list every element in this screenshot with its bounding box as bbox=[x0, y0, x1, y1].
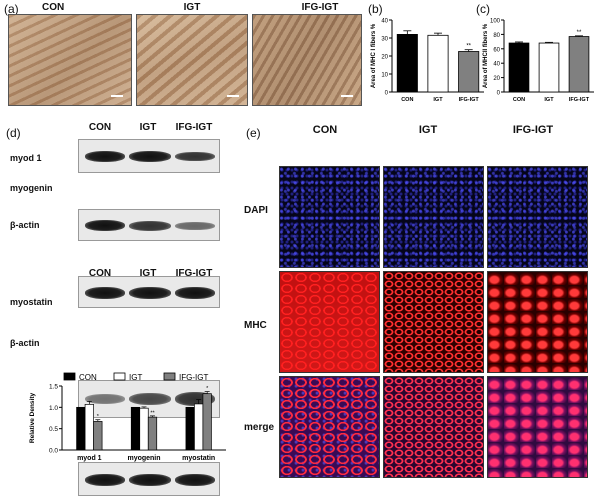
x-tick-label: myod 1 bbox=[77, 455, 102, 462]
bar-igt bbox=[538, 42, 560, 93]
legend-swatch-con bbox=[63, 372, 76, 381]
y-tick-label: 20 bbox=[493, 76, 500, 82]
ihc-image-igt bbox=[136, 14, 248, 106]
fluor-dapi-igt bbox=[383, 166, 484, 268]
x-tick-label: myogenin bbox=[127, 455, 160, 462]
y-tick-label: 30 bbox=[381, 37, 388, 43]
bar-con bbox=[185, 406, 195, 451]
significance-label: ** bbox=[466, 44, 471, 50]
fluor-mhc-ifg-igt bbox=[487, 271, 588, 373]
y-tick-label: 40 bbox=[381, 19, 388, 25]
x-tick-label: myostatin bbox=[182, 455, 215, 462]
legend-label-ifg-igt: IFG-IGT bbox=[179, 373, 208, 382]
blot-row-label-beta-actin-top: β-actin bbox=[10, 220, 40, 230]
y-tick-label: 20 bbox=[381, 55, 388, 61]
panel-a-group-igt: IGT bbox=[183, 2, 201, 13]
fluor-row-label-merge: merge bbox=[244, 422, 275, 433]
ihc-image-ifg-igt bbox=[252, 14, 362, 106]
fluor-row-label-dapi: DAPI bbox=[244, 205, 268, 216]
fluor-dapi-con bbox=[279, 166, 380, 268]
panel-a-group-ifg-igt: IFG-IGT bbox=[301, 2, 339, 13]
blot-top-group-con: CON bbox=[88, 122, 112, 133]
fluor-mhc-igt bbox=[383, 271, 484, 373]
y-tick-label: 0.0 bbox=[49, 448, 58, 455]
blot-bottom-group-con: CON bbox=[88, 268, 112, 279]
blot-beta-actin-bottom bbox=[78, 462, 220, 496]
fluor-merge-igt bbox=[383, 376, 484, 478]
panel-label-c: (c) bbox=[476, 2, 490, 16]
y-tick-label: 0 bbox=[385, 91, 389, 97]
chart-b: 0 10 20 30 40 CON IGT ** IFG-IGT Area of MHC I fi… bbox=[371, 19, 484, 103]
ihc-image-con bbox=[8, 14, 132, 106]
blot-myogenin bbox=[78, 209, 220, 241]
bar-igt bbox=[139, 407, 149, 451]
fluor-row-label-mhc: MHC bbox=[244, 320, 267, 331]
x-tick-label: IGT bbox=[433, 97, 443, 103]
blot-myod1 bbox=[78, 139, 220, 173]
panel-label-d: (d) bbox=[6, 126, 21, 140]
panel-a-group-con: CON bbox=[42, 2, 65, 13]
blot-row-label-myogenin: myogenin bbox=[10, 183, 53, 193]
blot-row-label-myod1: myod 1 bbox=[10, 153, 42, 163]
blot-top-group-igt: IGT bbox=[139, 122, 157, 133]
bar-igt bbox=[84, 403, 94, 451]
blot-bottom-group-ifg-igt: IFG-IGT bbox=[175, 268, 213, 279]
x-tick-label: CON bbox=[513, 97, 525, 103]
bar-con bbox=[508, 42, 530, 93]
bar-ifg-igt bbox=[93, 421, 103, 451]
panel-label-a: (a) bbox=[4, 2, 19, 16]
y-tick-label: 0 bbox=[497, 91, 501, 97]
blot-top-group-ifg-igt: IFG-IGT bbox=[175, 122, 213, 133]
significance-label: * bbox=[206, 386, 209, 392]
bar-igt bbox=[427, 34, 449, 93]
x-tick-label: IFG-IGT bbox=[459, 97, 480, 103]
fluor-dapi-ifg-igt bbox=[487, 166, 588, 268]
y-axis-label: Area of MHCII fibers % bbox=[483, 23, 489, 88]
y-tick-label: 80 bbox=[493, 33, 500, 39]
y-axis-label: Relative Density bbox=[29, 393, 36, 444]
significance-label: ** bbox=[577, 30, 582, 36]
fluor-group-con: CON bbox=[312, 124, 338, 136]
bar-ifg-igt bbox=[202, 393, 212, 451]
fluor-merge-con bbox=[279, 376, 380, 478]
chart-c: 0 20 40 60 80 100 CON IGT ** IFG-IGT Area of MHCII… bbox=[483, 19, 594, 103]
fluor-merge-ifg-igt bbox=[487, 376, 588, 478]
y-axis-label: Area of MHC I fibers % bbox=[371, 23, 377, 88]
bar-igt bbox=[194, 403, 204, 451]
chart-relative-density: 0.0 0.5 1.0 1.5 CON IGT IFG-IGT * myod 1 ** myogen… bbox=[29, 372, 226, 462]
y-tick-label: 1.0 bbox=[49, 405, 58, 412]
blot-row-label-myostatin: myostatin bbox=[10, 297, 53, 307]
fluor-group-igt: IGT bbox=[418, 124, 438, 136]
bar-ifg-igt bbox=[568, 36, 590, 93]
bar-con bbox=[130, 406, 141, 451]
blot-beta-actin-top bbox=[78, 276, 220, 308]
panel-label-b: (b) bbox=[368, 2, 383, 16]
bar-ifg-igt bbox=[458, 51, 480, 93]
y-tick-label: 0.5 bbox=[49, 426, 58, 433]
y-tick-label: 1.5 bbox=[49, 384, 58, 391]
significance-label: ** bbox=[150, 410, 155, 416]
y-tick-label: 100 bbox=[490, 19, 501, 25]
blot-row-label-beta-actin-bottom: β-actin bbox=[10, 338, 40, 348]
significance-label: * bbox=[97, 414, 100, 420]
bar-con bbox=[396, 33, 418, 93]
bar-ifg-igt bbox=[147, 416, 158, 451]
fluor-group-ifg-igt: IFG-IGT bbox=[512, 124, 554, 136]
x-tick-label: CON bbox=[401, 97, 413, 103]
blot-bottom-group-igt: IGT bbox=[139, 268, 157, 279]
fluor-mhc-con bbox=[279, 271, 380, 373]
legend-label-igt: IGT bbox=[129, 373, 142, 382]
bar-con bbox=[76, 406, 86, 451]
y-tick-label: 10 bbox=[381, 73, 388, 79]
legend-swatch-igt bbox=[113, 372, 126, 381]
x-tick-label: IGT bbox=[544, 97, 554, 103]
panel-label-e: (e) bbox=[246, 126, 261, 140]
legend-label-con: CON bbox=[79, 373, 97, 382]
y-tick-label: 60 bbox=[493, 47, 500, 53]
y-tick-label: 40 bbox=[493, 62, 500, 68]
x-tick-label: IFG-IGT bbox=[569, 97, 590, 103]
legend-swatch-ifg-igt bbox=[163, 372, 176, 381]
